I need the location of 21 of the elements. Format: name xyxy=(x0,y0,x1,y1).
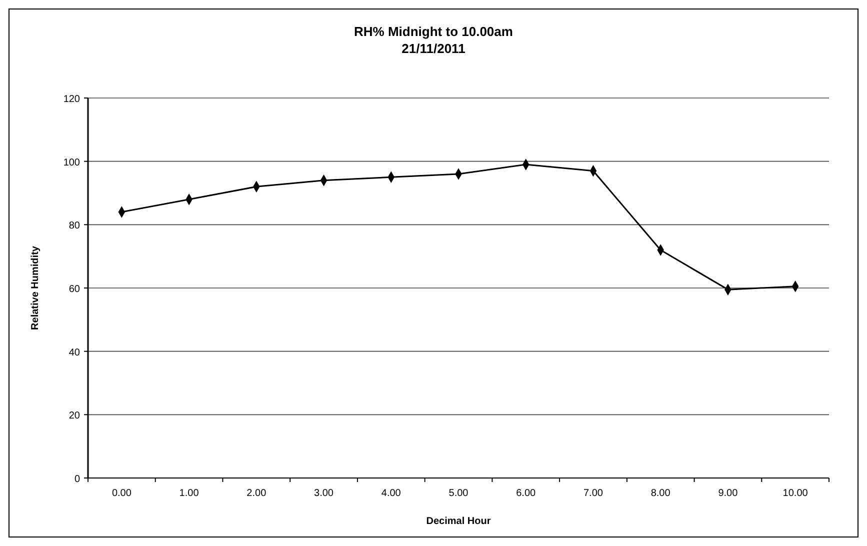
y-tick-label: 0 xyxy=(74,474,80,485)
x-axis-title: Decimal Hour xyxy=(426,516,491,527)
x-tick-label: 6.00 xyxy=(516,488,536,499)
y-tick-label: 100 xyxy=(63,157,80,168)
x-tick-label: 0.00 xyxy=(112,488,132,499)
x-tick-label: 7.00 xyxy=(583,488,604,499)
x-tick-label: 4.00 xyxy=(381,488,402,499)
x-tick-label: 1.00 xyxy=(179,488,200,499)
y-tick-label: 60 xyxy=(68,284,80,295)
x-tick-label: 8.00 xyxy=(650,488,671,499)
x-tick-label: 3.00 xyxy=(314,488,334,499)
chart-title: RH% Midnight to 10.00am 21/11/2011 xyxy=(354,24,513,56)
x-tick-label: 9.00 xyxy=(718,488,738,499)
y-tick-label: 20 xyxy=(68,410,80,422)
x-tick-label: 5.00 xyxy=(448,488,469,499)
y-tick-label: 120 xyxy=(63,94,80,105)
x-tick-label: 2.00 xyxy=(246,488,267,499)
y-tick-label: 80 xyxy=(68,220,80,232)
y-axis-title: Relative Humidity xyxy=(30,246,41,330)
x-tick-label: 10.00 xyxy=(782,488,808,499)
y-tick-label: 40 xyxy=(68,347,80,358)
